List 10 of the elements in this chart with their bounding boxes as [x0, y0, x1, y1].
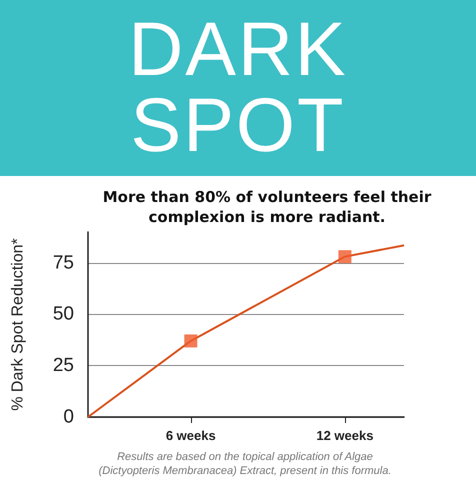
y-tick-label: 25	[52, 355, 74, 376]
y-tick-label: 75	[52, 252, 74, 274]
chart-title: DARK SPOT	[127, 7, 349, 168]
x-tick-label: 12 weeks	[316, 428, 374, 443]
y-tick-label: 50	[52, 304, 74, 325]
y-tick-label: 0	[63, 406, 74, 428]
text: Results are based on the topical application of Algae (Dictyopteris Membranacea) Extract, present in this formula.	[98, 451, 392, 477]
y-axis-title: % Dark Spot Reduction*	[10, 238, 26, 411]
x-tick-label: 6 weeks	[166, 428, 216, 443]
chart-subtitle: More than 80% of volunteers feel their complexion is more radiant.	[102, 188, 432, 226]
